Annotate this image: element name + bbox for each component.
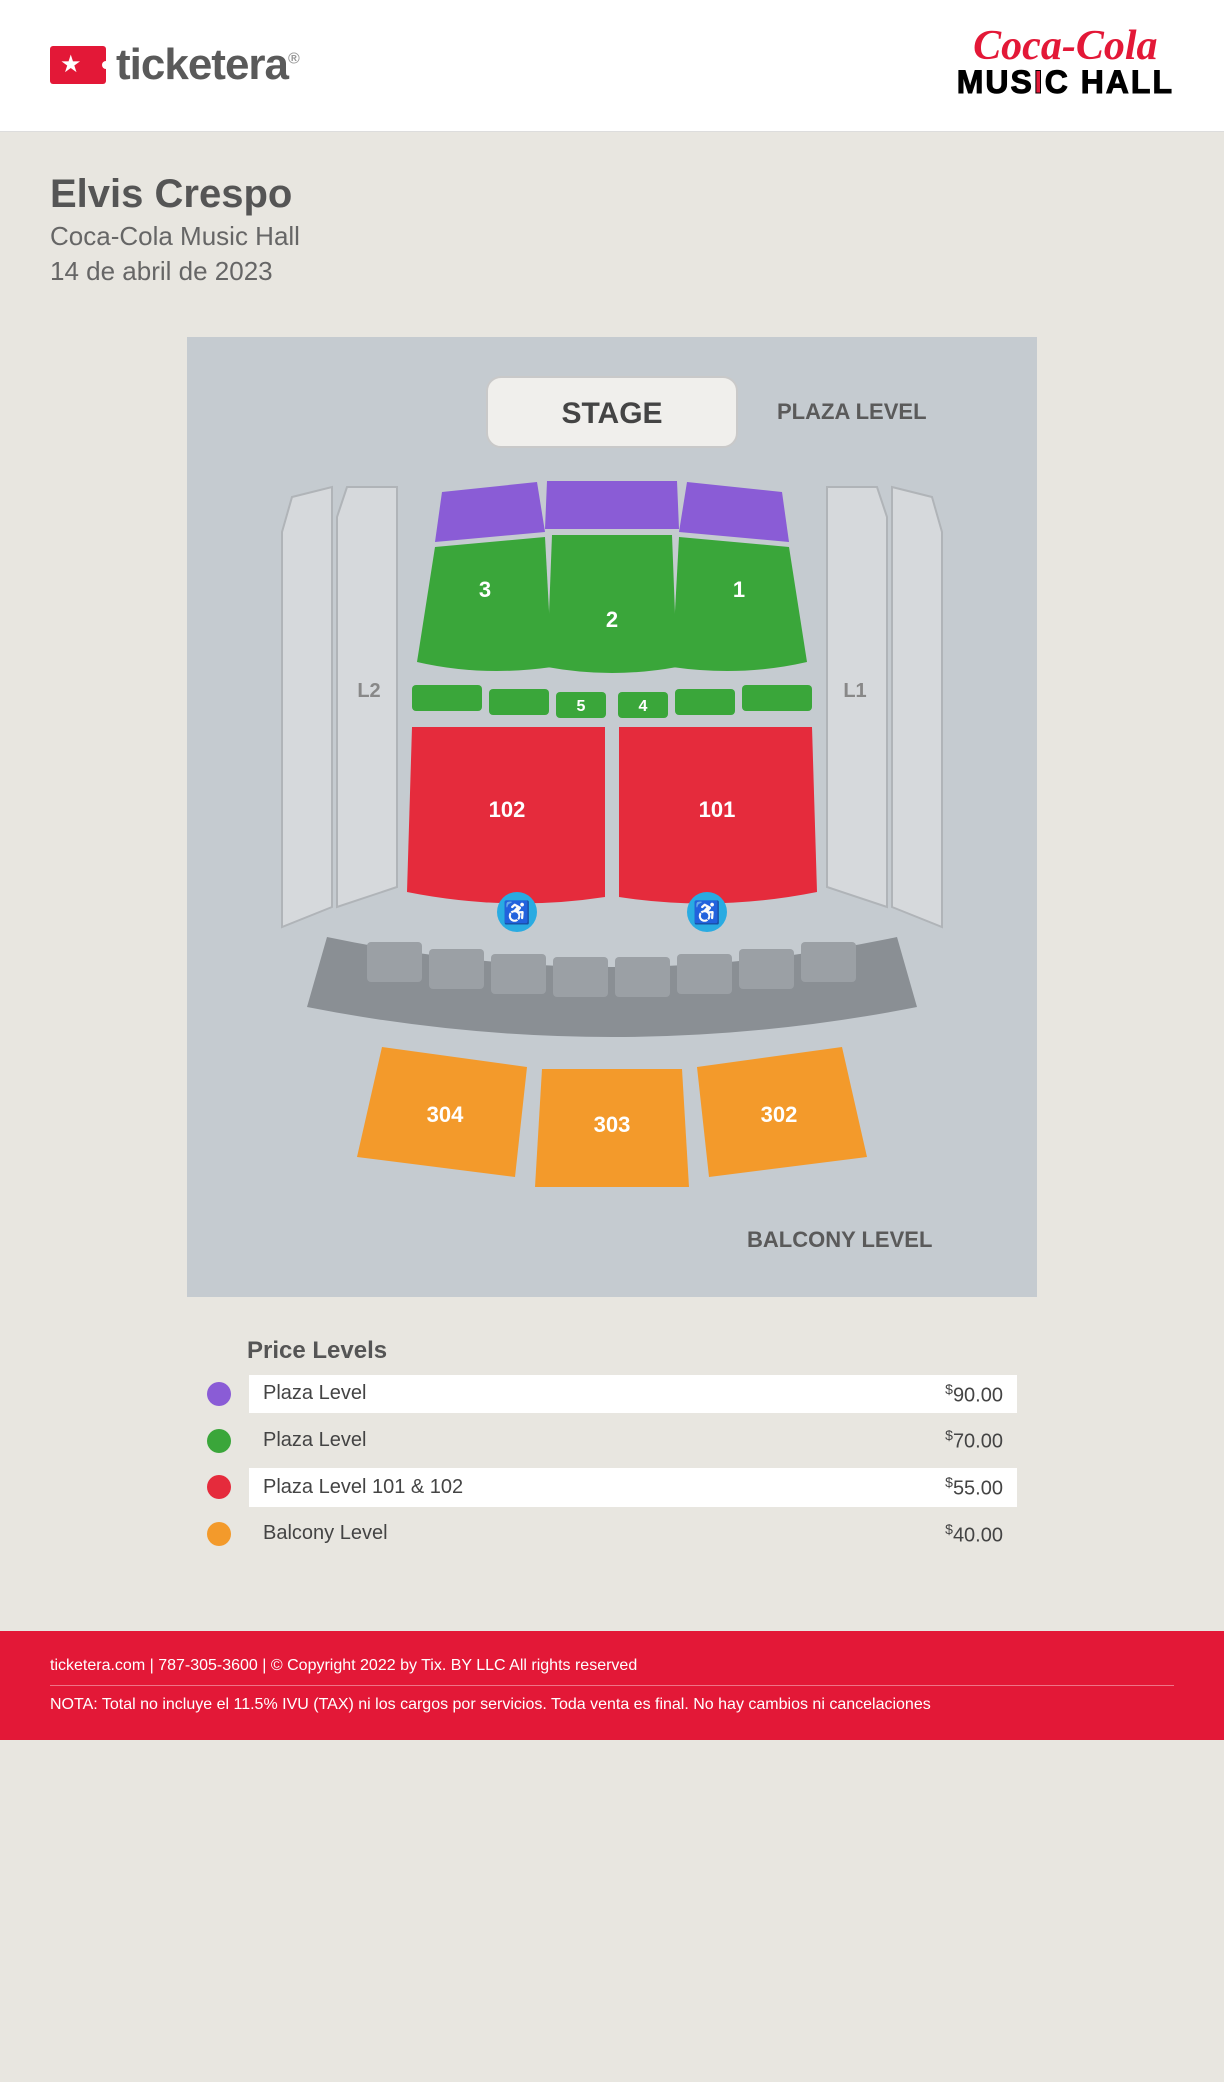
l1-label: L1: [843, 680, 866, 702]
svg-text:♿: ♿: [503, 900, 530, 925]
section-green-strip-5[interactable]: [675, 689, 735, 715]
price-value: $55.00: [945, 1474, 1003, 1501]
event-venue: Coca-Cola Music Hall: [50, 221, 1174, 252]
section-purple-left[interactable]: [435, 482, 545, 542]
section-green-strip-1[interactable]: [412, 685, 482, 711]
section-102-label: 102: [489, 797, 526, 822]
price-row: Balcony Level $40.00: [207, 1515, 1017, 1554]
price-levels: Price Levels Plaza Level$90.00Plaza Leve…: [187, 1337, 1037, 1554]
price-row: Plaza Level $70.00: [207, 1421, 1017, 1460]
section-green-strip-6[interactable]: [742, 685, 812, 711]
right-panel[interactable]: [892, 487, 942, 927]
section-3-label: 3: [479, 577, 491, 602]
price-label: Balcony Level: [263, 1522, 388, 1545]
price-bar: Plaza Level $90.00: [249, 1375, 1017, 1414]
section-purple-right[interactable]: [679, 482, 789, 542]
cocacola-text: Coca-Cola: [957, 30, 1174, 64]
price-bar: Plaza Level 101 & 102 $55.00: [249, 1468, 1017, 1507]
section-302-label: 302: [761, 1102, 798, 1127]
price-label: Plaza Level 101 & 102: [263, 1476, 463, 1499]
section-2[interactable]: [547, 535, 677, 673]
price-label: Plaza Level: [263, 1382, 366, 1405]
event-title: Elvis Crespo: [50, 172, 1174, 217]
section-1-label: 1: [733, 577, 745, 602]
section-3[interactable]: [417, 537, 552, 671]
event-date: 14 de abril de 2023: [50, 256, 1174, 287]
section-303-label: 303: [594, 1112, 631, 1137]
header: ticketera® Coca-Cola MUSIC HALL: [0, 0, 1224, 132]
section-304-label: 304: [427, 1102, 464, 1127]
stage-label: STAGE: [561, 397, 662, 430]
musichall-text: MUSIC HALL: [957, 64, 1174, 101]
price-bar: Plaza Level $70.00: [249, 1421, 1017, 1460]
svg-text:♿: ♿: [693, 900, 720, 925]
plaza-level-label: PLAZA LEVEL: [777, 399, 927, 424]
price-bar: Balcony Level $40.00: [249, 1515, 1017, 1554]
section-101-label: 101: [699, 797, 736, 822]
section-1[interactable]: [672, 537, 807, 671]
price-title: Price Levels: [247, 1337, 1017, 1365]
price-value: $40.00: [945, 1521, 1003, 1548]
price-row: Plaza Level $90.00: [207, 1375, 1017, 1414]
seating-chart: STAGE PLAZA LEVEL L2 L1 3 2 1: [187, 337, 1037, 1297]
section-4-label: 4: [639, 698, 648, 715]
footer-note: NOTA: Total no incluye el 11.5% IVU (TAX…: [50, 1690, 1174, 1720]
left-panel[interactable]: [282, 487, 332, 927]
price-swatch: [207, 1475, 231, 1499]
l2-label: L2: [357, 680, 380, 702]
price-swatch: [207, 1522, 231, 1546]
price-value: $70.00: [945, 1427, 1003, 1454]
brand-text: ticketera®: [116, 40, 299, 90]
ticket-icon: [50, 46, 106, 84]
ticketera-logo: ticketera®: [50, 40, 299, 90]
price-swatch: [207, 1382, 231, 1406]
section-5-label: 5: [577, 698, 586, 715]
venue-logo: Coca-Cola MUSIC HALL: [957, 30, 1174, 101]
price-swatch: [207, 1429, 231, 1453]
price-row: Plaza Level 101 & 102 $55.00: [207, 1468, 1017, 1507]
content: Elvis Crespo Coca-Cola Music Hall 14 de …: [0, 132, 1224, 1592]
section-2-label: 2: [606, 607, 618, 632]
price-label: Plaza Level: [263, 1429, 366, 1452]
price-value: $90.00: [945, 1381, 1003, 1408]
section-green-strip-2[interactable]: [489, 689, 549, 715]
footer-copyright: ticketera.com | 787-305-3600 | © Copyrig…: [50, 1651, 1174, 1681]
balcony-level-label: BALCONY LEVEL: [747, 1227, 932, 1252]
seating-svg: STAGE PLAZA LEVEL L2 L1 3 2 1: [217, 367, 1007, 1267]
section-purple-center[interactable]: [545, 481, 679, 529]
footer: ticketera.com | 787-305-3600 | © Copyrig…: [0, 1631, 1224, 1740]
